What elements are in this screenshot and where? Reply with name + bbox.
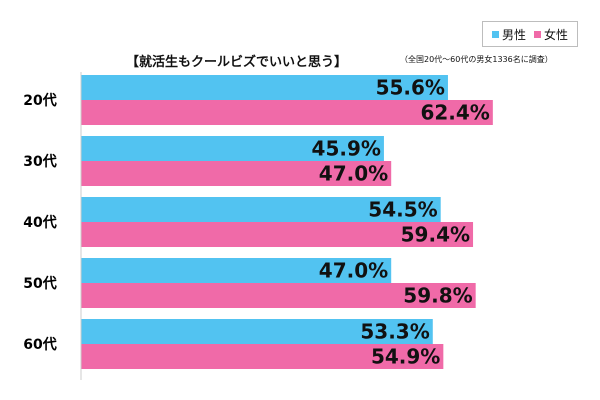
- bar-female-3: [81, 222, 474, 247]
- chart-legend: 男性 女性: [482, 21, 578, 47]
- bar-female-4: [81, 283, 476, 308]
- legend-label-female: 女性: [544, 27, 569, 42]
- legend-item-female: 女性: [534, 26, 568, 43]
- category-label-4: 50代: [23, 275, 56, 292]
- value-label-male-3: 54.5%: [368, 198, 437, 222]
- bar-female-1: [81, 100, 493, 125]
- legend-label-male: 男性: [501, 27, 526, 42]
- value-label-male-2: 45.9%: [312, 137, 381, 161]
- value-label-male-5: 53.3%: [360, 320, 429, 344]
- value-label-female-4: 59.8%: [403, 284, 472, 308]
- bar-female-2: [81, 161, 392, 186]
- bar-male-1: [81, 75, 448, 100]
- category-label-5: 60代: [23, 336, 56, 353]
- bar-male-3: [81, 197, 441, 222]
- value-label-female-3: 59.4%: [401, 223, 470, 247]
- legend-swatch-male: [491, 30, 499, 38]
- value-label-female-1: 62.4%: [420, 101, 489, 125]
- survey-note: （全国20代〜60代の男女1336名に調査）: [400, 55, 553, 64]
- category-label-1: 20代: [23, 92, 56, 109]
- bar-male-5: [81, 319, 433, 344]
- bar-male-4: [81, 258, 392, 283]
- value-label-female-5: 54.9%: [371, 345, 440, 369]
- category-label-3: 40代: [23, 214, 56, 231]
- bar-male-2: [81, 136, 384, 161]
- bar-female-5: [81, 344, 444, 369]
- value-label-male-1: 55.6%: [376, 76, 445, 100]
- value-label-male-4: 47.0%: [319, 259, 388, 283]
- legend-item-male: 男性: [491, 26, 526, 43]
- value-label-female-2: 47.0%: [319, 162, 388, 186]
- category-label-2: 30代: [23, 153, 56, 170]
- chart-title: 【就活生もクールビズでいいと思う】: [126, 55, 348, 70]
- legend-swatch-female: [534, 30, 541, 38]
